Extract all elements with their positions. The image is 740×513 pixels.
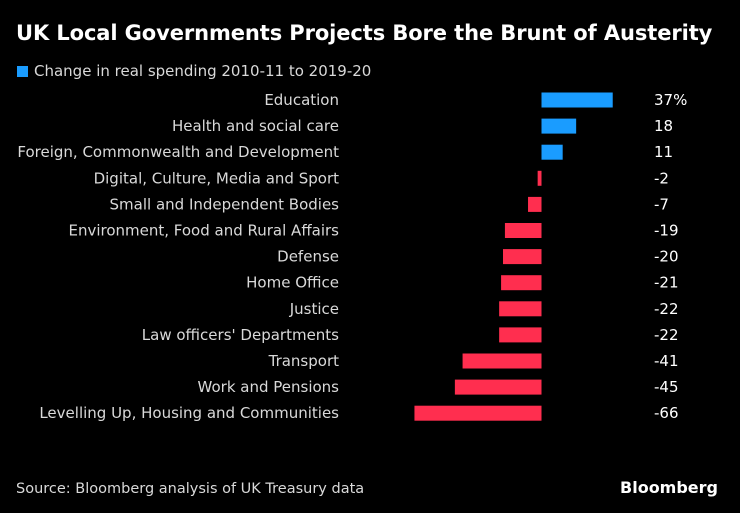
value-label: 11 [654,143,673,161]
category-label: Defense [277,248,339,266]
bar [537,170,542,186]
value-label: -41 [654,352,679,370]
bar [503,249,542,265]
category-label: Environment, Food and Rural Affairs [68,222,339,240]
category-label: Foreign, Commonwealth and Development [17,143,339,161]
legend-label: Change in real spending 2010-11 to 2019-… [34,62,372,80]
category-label: Transport [268,352,340,370]
value-label: -7 [654,195,669,213]
value-label: -2 [654,169,669,187]
value-label: -22 [654,300,679,318]
category-label: Justice [289,300,339,318]
bloomberg-logo: Bloomberg [620,478,718,497]
category-label: Home Office [246,274,339,292]
value-label: -66 [654,404,679,422]
category-label: Work and Pensions [198,378,340,396]
category-label: Levelling Up, Housing and Communities [39,404,339,422]
bar [499,301,542,317]
value-label: -22 [654,326,679,344]
bar [501,275,542,291]
bar [541,92,613,108]
bar [499,327,542,343]
category-label: Digital, Culture, Media and Sport [94,169,340,187]
bar [541,144,563,160]
value-label: -45 [654,378,679,396]
category-label: Education [264,91,339,109]
value-label: -19 [654,222,679,240]
value-label: 18 [654,117,673,135]
bar [541,118,577,134]
bar [528,196,542,212]
legend-swatch [17,65,28,77]
bar [504,223,542,238]
bar [462,353,542,369]
bar [414,405,542,421]
value-label: 37% [654,91,687,109]
category-label: Small and Independent Bodies [110,195,340,213]
value-label: -21 [654,274,679,292]
value-label: -20 [654,248,679,266]
category-label: Health and social care [172,117,339,135]
chart-legend: Change in real spending 2010-11 to 2019-… [17,62,371,80]
source-note: Source: Bloomberg analysis of UK Treasur… [16,481,365,497]
category-label: Law officers' Departments [142,326,339,344]
chart-title: UK Local Governments Projects Bore the B… [16,21,713,45]
bar [454,379,542,395]
